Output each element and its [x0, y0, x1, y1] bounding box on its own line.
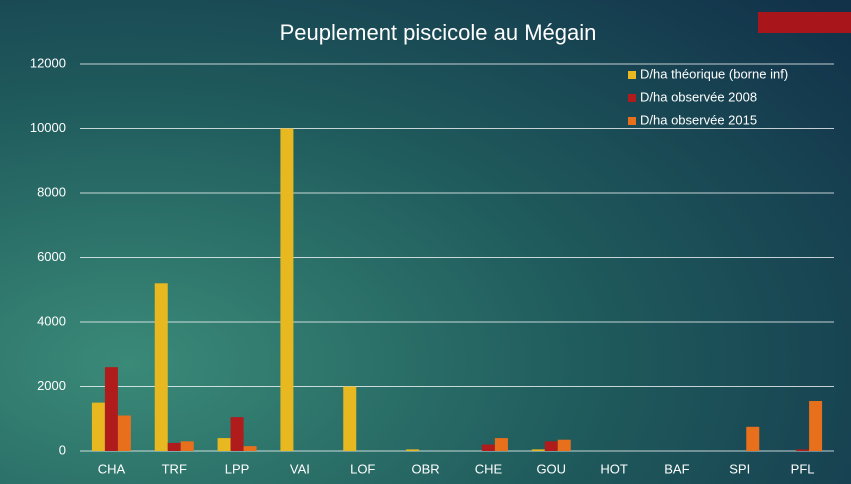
legend-swatch — [628, 117, 636, 125]
legend-label: D/ha observée 2015 — [640, 112, 757, 127]
x-tick-label: VAI — [290, 461, 310, 476]
bar — [796, 449, 810, 451]
bar — [91, 402, 105, 451]
x-tick-label: CHE — [475, 461, 503, 476]
bar — [481, 444, 495, 451]
decor-bar — [758, 12, 851, 33]
y-tick-label: 12000 — [30, 55, 66, 70]
bar — [343, 386, 357, 451]
bar — [217, 438, 231, 451]
bar — [494, 438, 508, 451]
bar — [180, 441, 194, 451]
bar — [154, 283, 168, 451]
y-tick-label: 8000 — [37, 184, 66, 199]
bar — [243, 446, 257, 451]
x-tick-label: HOT — [600, 461, 628, 476]
y-tick-label: 6000 — [37, 249, 66, 264]
x-tick-label: LPP — [225, 461, 250, 476]
bar — [104, 367, 118, 451]
bar — [280, 128, 294, 451]
bar — [746, 426, 760, 451]
x-tick-label: GOU — [536, 461, 566, 476]
bar — [809, 401, 823, 451]
bar — [117, 415, 131, 451]
x-tick-label: TRF — [162, 461, 187, 476]
bar — [230, 417, 244, 451]
chart-title: Peuplement piscicole au Mégain — [280, 20, 597, 45]
legend-swatch — [628, 71, 636, 79]
x-tick-label: CHA — [98, 461, 126, 476]
x-tick-label: SPI — [729, 461, 750, 476]
legend-swatch — [628, 94, 636, 102]
x-tick-label: OBR — [411, 461, 439, 476]
bar — [557, 439, 571, 451]
x-tick-label: BAF — [664, 461, 689, 476]
y-tick-label: 4000 — [37, 313, 66, 328]
y-tick-label: 0 — [59, 442, 66, 457]
legend-label: D/ha théorique (borne inf) — [640, 66, 788, 81]
y-tick-label: 2000 — [37, 378, 66, 393]
bar — [531, 449, 545, 451]
y-tick-label: 10000 — [30, 120, 66, 135]
x-tick-label: PFL — [791, 461, 815, 476]
legend-label: D/ha observée 2008 — [640, 89, 757, 104]
x-tick-label: LOF — [350, 461, 375, 476]
bar — [544, 441, 558, 451]
bar — [167, 442, 181, 451]
bar — [406, 449, 420, 451]
